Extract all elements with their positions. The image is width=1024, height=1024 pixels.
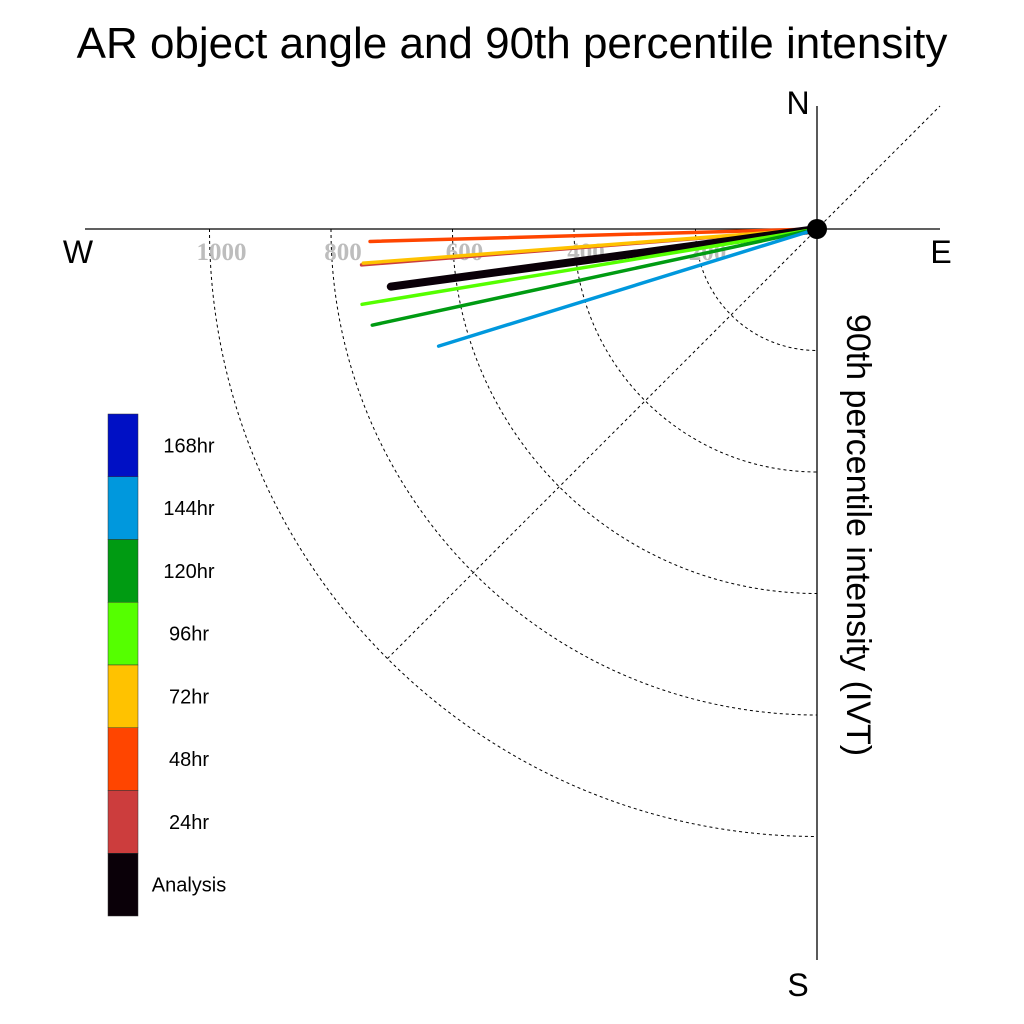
- vector-96hr: [360, 227, 819, 307]
- legend-label-96hr: 96hr: [169, 624, 209, 646]
- vector-144hr: [436, 227, 819, 348]
- legend-label-168hr: 168hr: [163, 435, 214, 457]
- polar-grid: [209, 105, 941, 837]
- compass-east-label: E: [930, 234, 951, 270]
- legend-swatch-analysis: [107, 853, 139, 917]
- grid-arc-5: [209, 228, 818, 837]
- legend: 168hr 144hr 120hr 96hr 72hr 48hr 24hr Analysis: [107, 413, 226, 917]
- vector-analysis: [386, 225, 821, 291]
- legend-label-72hr: 72hr: [169, 686, 209, 708]
- grid-arc-4: [330, 228, 818, 716]
- compass-west-label: W: [63, 234, 94, 270]
- compass-north-label: N: [786, 85, 809, 121]
- legend-label-analysis: Analysis: [152, 875, 226, 897]
- legend-label-24hr: 24hr: [169, 812, 209, 834]
- legend-swatch-168hr: [107, 413, 139, 477]
- chart-title: AR object angle and 90th percentile inte…: [77, 19, 948, 68]
- origin-marker: [807, 219, 827, 239]
- legend-label-120hr: 120hr: [163, 561, 214, 583]
- vector-48hr: [368, 227, 819, 244]
- legend-swatch-120hr: [107, 539, 139, 603]
- y-axis-label: 90th percentile intensity (IVT): [839, 314, 877, 756]
- legend-swatch-72hr: [107, 664, 139, 728]
- legend-label-144hr: 144hr: [163, 498, 214, 520]
- grid-arc-2: [573, 228, 818, 473]
- vector-120hr: [370, 227, 819, 327]
- grid-diagonal: [387, 105, 941, 659]
- compass-south-label: S: [787, 967, 808, 1003]
- legend-swatch-48hr: [107, 727, 139, 791]
- legend-swatch-96hr: [107, 602, 139, 666]
- legend-label-48hr: 48hr: [169, 749, 209, 771]
- radial-tick-label: 600: [446, 239, 484, 266]
- legend-swatch-144hr: [107, 476, 139, 540]
- vector-72hr: [361, 227, 819, 265]
- series-vectors: [359, 225, 821, 348]
- legend-swatch-24hr: [107, 790, 139, 854]
- radial-tick-label: 1000: [197, 239, 247, 266]
- radial-tick-label: 800: [324, 239, 362, 266]
- grid-arc-3: [452, 228, 818, 594]
